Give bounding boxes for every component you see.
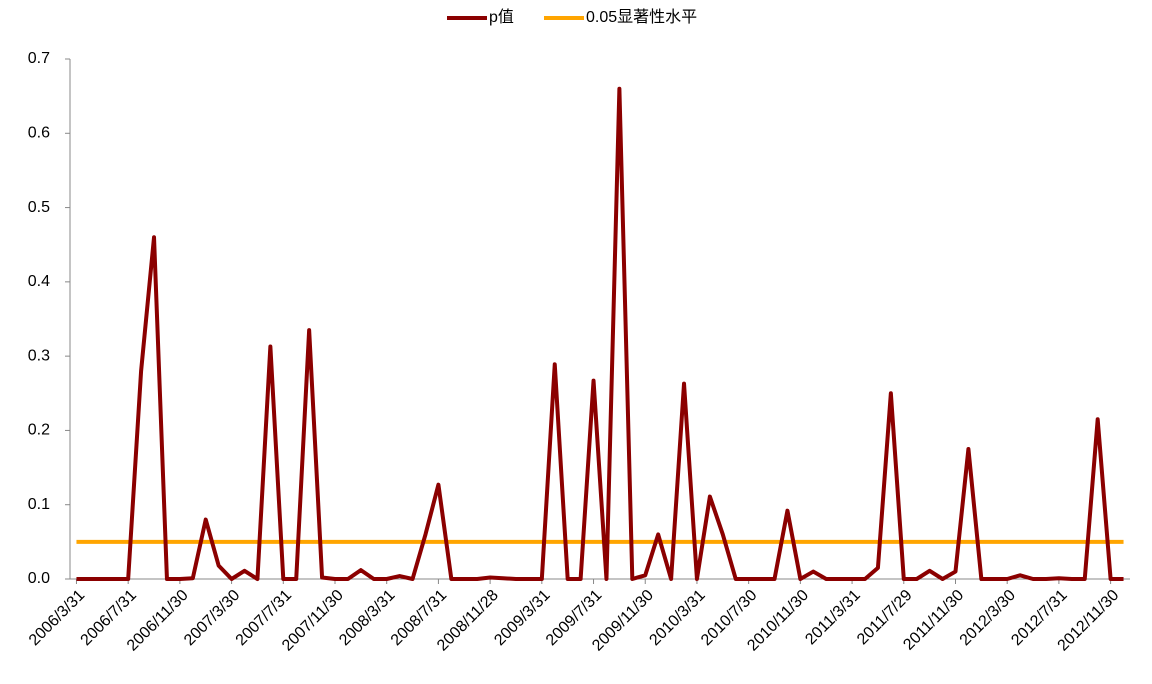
y-tick-label: 0.5	[28, 199, 50, 216]
y-tick-label: 0.3	[28, 347, 50, 364]
y-tick-label: 0.4	[28, 273, 50, 290]
y-tick-label: 0.7	[28, 50, 50, 67]
legend-label: p值	[489, 8, 514, 26]
legend-label: 0.05显著性水平	[586, 8, 697, 26]
x-tick-label: 2011/3/31	[802, 587, 864, 649]
y-tick-label: 0.0	[28, 570, 50, 587]
y-tick-label: 0.1	[28, 496, 50, 513]
y-tick-label: 0.2	[28, 422, 50, 439]
series-line	[76, 86, 1124, 581]
y-tick-label: 0.6	[28, 125, 50, 142]
